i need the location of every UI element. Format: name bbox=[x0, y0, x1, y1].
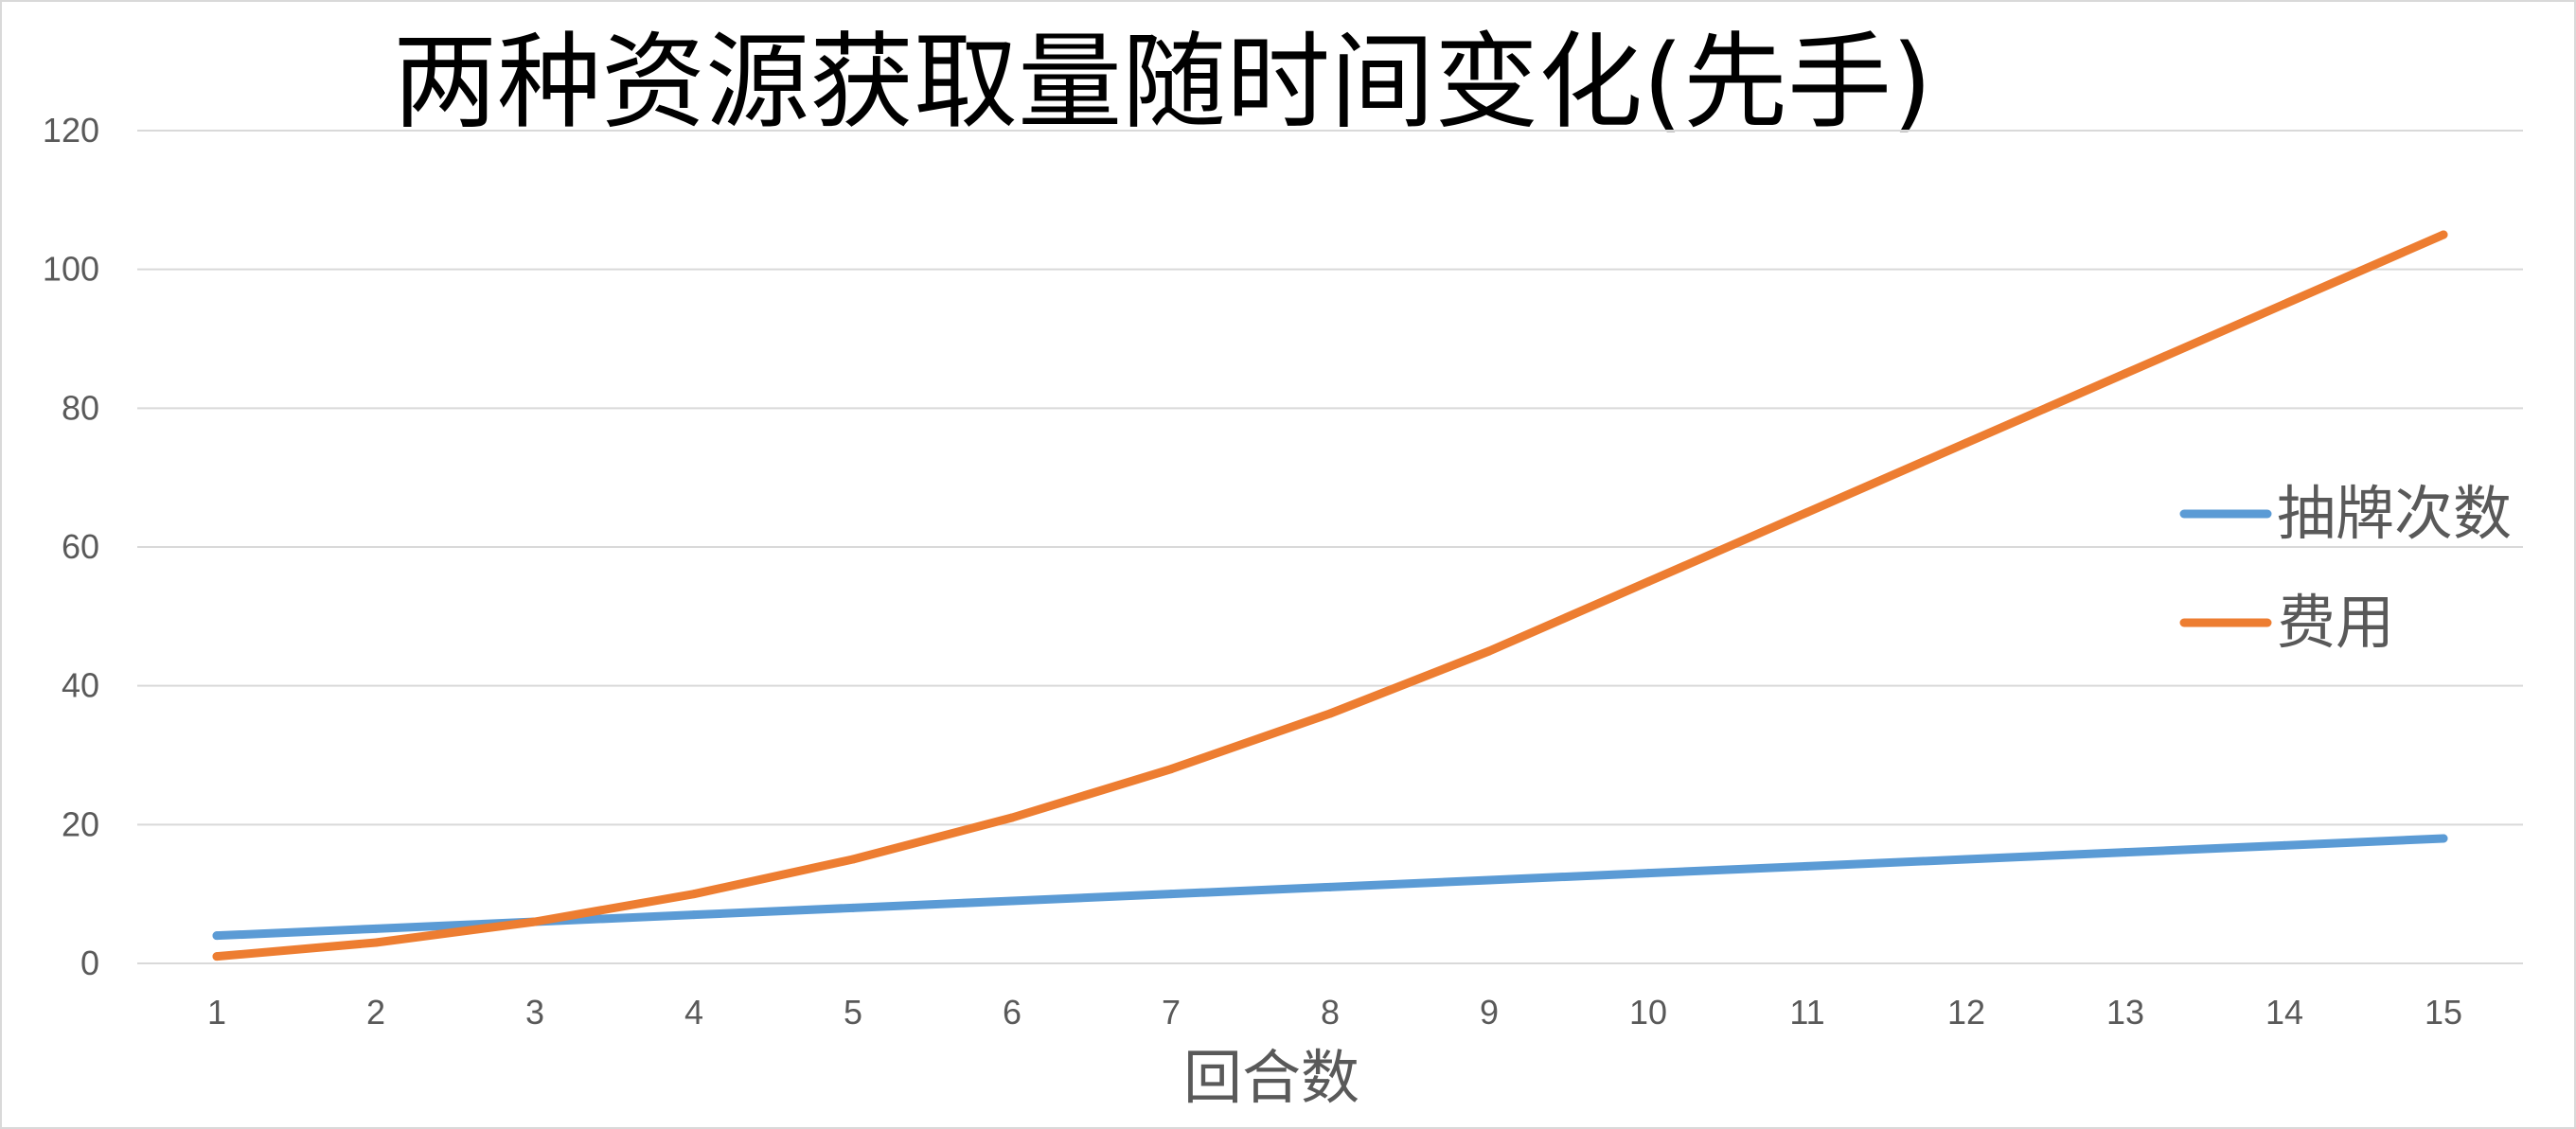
data-point bbox=[1325, 709, 1335, 718]
data-point bbox=[2280, 299, 2289, 309]
data-point bbox=[2439, 834, 2448, 843]
gridlines bbox=[137, 130, 2523, 964]
data-point bbox=[1643, 869, 1653, 878]
x-axis-title: 回合数 bbox=[1183, 1043, 1359, 1112]
data-point bbox=[1643, 577, 1653, 587]
x-tick-label: 4 bbox=[684, 993, 703, 1032]
x-tick-label: 1 bbox=[207, 993, 226, 1032]
y-tick-label: 100 bbox=[43, 250, 99, 289]
data-point bbox=[212, 952, 222, 961]
y-axis-ticks: 0 20 40 60 80 100 120 bbox=[43, 111, 99, 982]
data-point bbox=[1803, 507, 1812, 517]
data-point bbox=[2121, 369, 2130, 379]
data-point bbox=[1484, 875, 1494, 885]
y-tick-label: 20 bbox=[62, 804, 99, 843]
data-point bbox=[1484, 646, 1494, 656]
x-tick-label: 12 bbox=[1947, 993, 1985, 1032]
data-point bbox=[530, 917, 540, 926]
x-tick-label: 13 bbox=[2106, 993, 2144, 1032]
x-tick-label: 3 bbox=[525, 993, 544, 1032]
x-tick-label: 11 bbox=[1789, 993, 1824, 1032]
data-point bbox=[2280, 840, 2289, 850]
x-tick-label: 15 bbox=[2425, 993, 2462, 1032]
y-tick-label: 120 bbox=[43, 111, 99, 150]
data-point bbox=[689, 910, 699, 920]
x-tick-label: 8 bbox=[1321, 993, 1340, 1032]
x-tick-label: 5 bbox=[844, 993, 862, 1032]
data-point bbox=[1166, 765, 1176, 774]
data-point bbox=[1962, 855, 1971, 864]
data-point bbox=[371, 924, 381, 933]
legend-label: 费用 bbox=[2277, 588, 2394, 657]
x-tick-label: 6 bbox=[1003, 993, 1022, 1032]
data-point bbox=[848, 855, 858, 864]
y-tick-label: 0 bbox=[80, 944, 99, 982]
series-lines bbox=[212, 230, 2448, 961]
data-point bbox=[2439, 230, 2448, 239]
data-point bbox=[689, 890, 699, 899]
data-point bbox=[1962, 438, 1971, 448]
x-tick-label: 7 bbox=[1162, 993, 1181, 1032]
legend-label: 抽牌次数 bbox=[2277, 479, 2512, 548]
data-point bbox=[371, 938, 381, 947]
x-tick-label: 14 bbox=[2265, 993, 2303, 1032]
data-point bbox=[1325, 882, 1335, 891]
data-point bbox=[2121, 848, 2130, 857]
x-axis-ticks: 1 2 3 4 5 6 7 8 9 10 11 12 13 14 15 bbox=[207, 993, 2462, 1032]
y-tick-label: 40 bbox=[62, 666, 99, 705]
data-point bbox=[1007, 813, 1017, 822]
data-point bbox=[1803, 861, 1812, 871]
data-point bbox=[212, 931, 222, 941]
y-tick-label: 80 bbox=[62, 388, 99, 427]
y-tick-label: 60 bbox=[62, 527, 99, 566]
x-tick-label: 10 bbox=[1629, 993, 1667, 1032]
data-point bbox=[848, 903, 858, 912]
series-line bbox=[212, 230, 2448, 961]
chart-title: 两种资源获取量随时间变化(先手) bbox=[393, 22, 1932, 143]
data-point bbox=[1166, 890, 1176, 899]
data-point bbox=[1007, 896, 1017, 906]
x-tick-label: 9 bbox=[1480, 993, 1499, 1032]
x-tick-label: 2 bbox=[366, 993, 385, 1032]
